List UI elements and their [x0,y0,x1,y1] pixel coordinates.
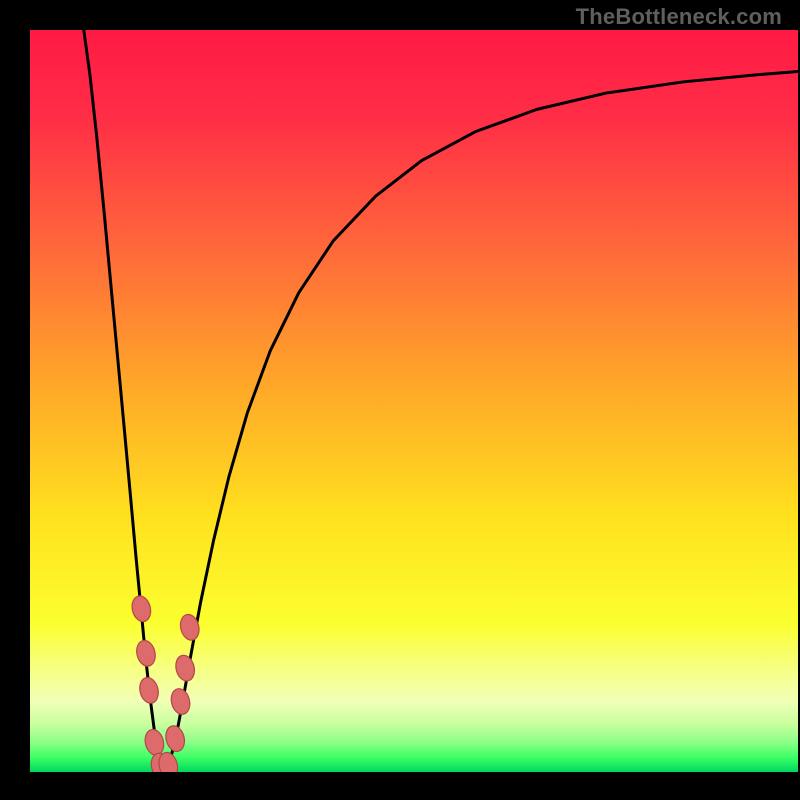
plot-area [30,30,798,772]
chart-svg [30,30,798,772]
watermark-text: TheBottleneck.com [576,4,782,30]
chart-frame: TheBottleneck.com [0,0,800,800]
